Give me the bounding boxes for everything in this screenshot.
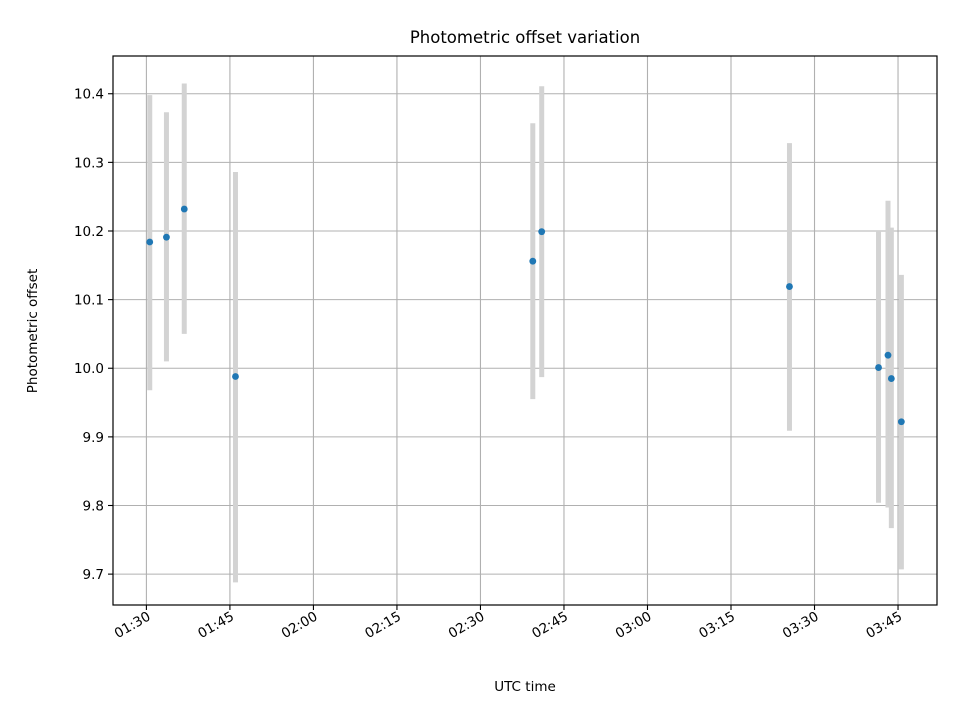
- data-point: [875, 364, 882, 371]
- data-point: [786, 283, 793, 290]
- data-point: [529, 257, 537, 265]
- data-point: [897, 418, 905, 426]
- data-point: [163, 233, 170, 241]
- x-tick-label: 03:15: [696, 609, 738, 642]
- x-tick-label: 01:45: [195, 609, 237, 642]
- y-tick-label: 10.4: [74, 87, 104, 103]
- y-tick-label: 10.3: [74, 155, 104, 171]
- chart-title: Photometric offset variation: [410, 28, 640, 47]
- y-tick-label: 10.0: [74, 361, 104, 377]
- x-tick-label: 03:00: [613, 609, 655, 642]
- x-tick-label: 01:30: [112, 609, 154, 642]
- x-tick-label: 02:45: [529, 609, 571, 642]
- y-tick-label: 9.8: [83, 498, 104, 514]
- x-tick-label: 02:15: [362, 609, 404, 642]
- plot-frame: [112, 55, 938, 606]
- x-axis: 01:30 01:45 02:00 02:15 02:30 02:45 03:00 03:15…: [112, 605, 905, 642]
- data-point: [538, 228, 546, 236]
- data-points: [146, 205, 905, 426]
- x-tick-label: 02:00: [279, 609, 321, 642]
- y-axis-label: Photometric offset: [25, 269, 41, 393]
- data-point: [180, 205, 188, 213]
- data-point: [232, 373, 239, 380]
- x-tick-label: 02:30: [446, 609, 488, 642]
- x-axis-label: UTC time: [494, 679, 556, 695]
- y-tick-label: 10.1: [74, 293, 104, 309]
- y-tick-label: 9.9: [83, 430, 104, 446]
- data-point: [887, 375, 895, 382]
- y-tick-label: 10.2: [74, 224, 104, 240]
- x-tick-label: 03:45: [863, 609, 905, 642]
- data-point: [884, 351, 892, 359]
- y-tick-label: 9.7: [83, 567, 104, 583]
- y-axis: 9.7 9.8 9.9 10.0 10.1 10.2 10.3 10.4: [74, 87, 113, 583]
- data-point: [146, 238, 154, 246]
- grid: [113, 56, 937, 605]
- x-tick-label: 03:30: [780, 609, 822, 642]
- error-bars: [147, 83, 904, 583]
